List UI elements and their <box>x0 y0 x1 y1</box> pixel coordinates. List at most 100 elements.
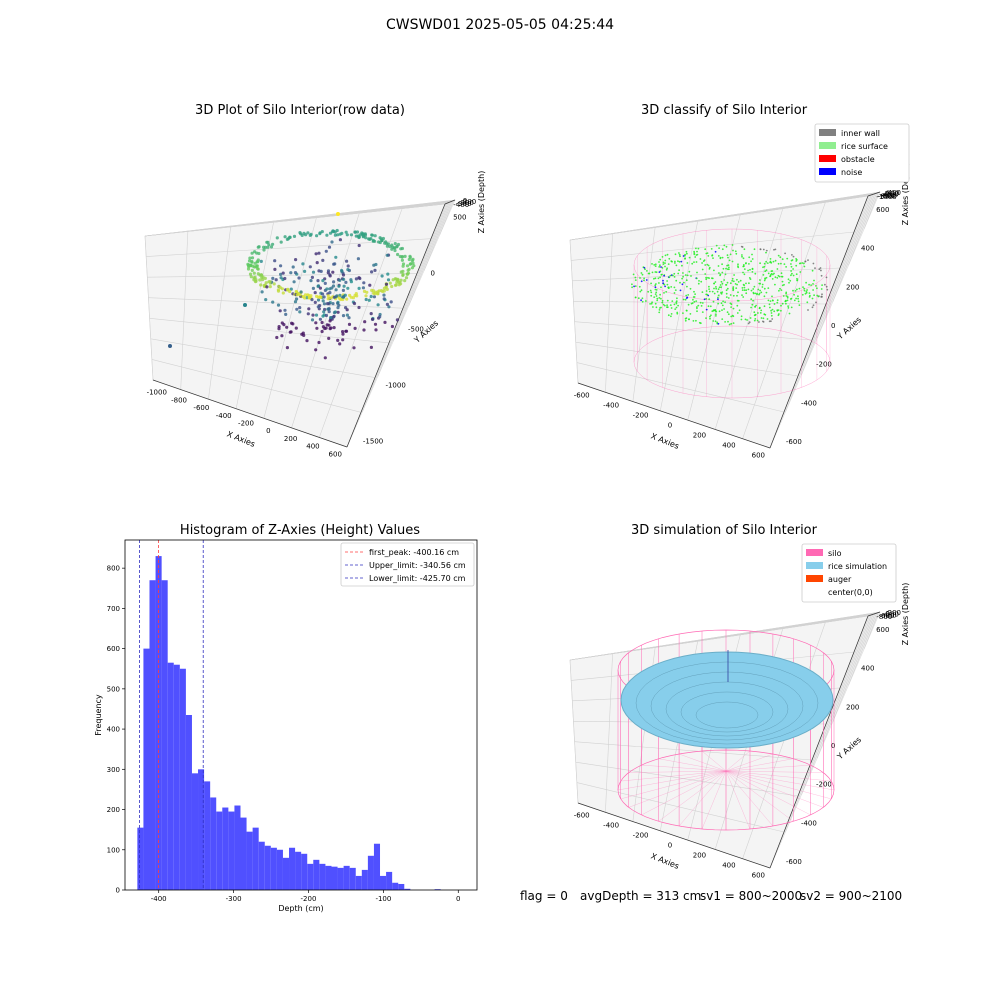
plot1-data-point <box>408 254 412 258</box>
plot2-data-point <box>765 260 767 263</box>
plot2-data-point <box>713 287 715 290</box>
plot2-data-point <box>770 309 772 312</box>
plot2-data-point <box>805 281 807 284</box>
plot1-data-point <box>263 276 267 280</box>
plot2-data-point <box>815 285 817 287</box>
plot2-data-point <box>641 300 644 303</box>
plot1-data-point <box>298 293 302 297</box>
plot2-data-point <box>781 280 784 283</box>
plot4-y-axis-line <box>769 615 869 869</box>
plot1-data-point <box>386 278 391 282</box>
plot1-data-point <box>248 263 252 267</box>
plot1-data-point <box>382 293 386 297</box>
plot2-data-point <box>753 248 756 251</box>
plot2-data-point <box>738 309 741 312</box>
plot2-data-point <box>658 271 661 273</box>
plot1-data-point <box>378 315 382 319</box>
plot1-data-point <box>259 283 263 287</box>
plot2-data-point <box>660 266 662 268</box>
plot2-data-point <box>675 301 678 304</box>
plot2-data-point <box>640 289 643 292</box>
plot2-data-point <box>736 312 739 314</box>
plot2-data-point <box>726 287 729 290</box>
plot2-data-point <box>767 299 770 302</box>
plot2-data-point <box>774 259 777 262</box>
plot1-z-axis-line <box>444 199 456 205</box>
plot2-data-point <box>808 292 811 294</box>
plot2-data-point <box>700 305 703 307</box>
plot2-data-point <box>731 277 734 280</box>
plot1-data-point <box>354 292 358 296</box>
plot2-data-point <box>816 287 818 290</box>
plot1-data-point <box>315 261 319 265</box>
plot1-data-point <box>352 301 357 306</box>
plot2-data-point <box>820 274 823 277</box>
plot2-data-point <box>643 277 645 280</box>
plot2-data-point <box>797 297 799 300</box>
plot4-z-tick-label: -800 <box>876 613 892 621</box>
plot2-y-tick-label: 200 <box>846 283 859 291</box>
plot2-data-point <box>704 273 707 275</box>
plot2-data-point <box>757 312 759 314</box>
plot2-x-tick-label: 0 <box>668 422 672 430</box>
plot2-data-point <box>790 263 792 265</box>
plot2-data-point <box>725 292 728 295</box>
plot2-data-point <box>661 273 663 276</box>
plot2-data-point <box>741 289 744 291</box>
plot1-data-point <box>356 257 360 261</box>
plot2-data-point <box>792 274 795 277</box>
plot2-data-point <box>681 277 683 280</box>
plot2-data-point <box>716 290 719 293</box>
histogram-bar <box>404 888 411 890</box>
histogram-bar <box>240 817 247 890</box>
plot1-data-point <box>248 272 253 276</box>
plot2-data-point <box>791 254 793 256</box>
plot2-data-point <box>664 254 667 257</box>
plot2-data-point <box>715 315 717 317</box>
plot4-rice-surface <box>620 651 834 749</box>
plot2-data-point <box>747 288 750 291</box>
plot2-data-point <box>701 262 703 264</box>
plot1-data-point <box>268 285 272 289</box>
plot2-data-point <box>758 321 760 323</box>
plot2-data-point <box>712 257 714 259</box>
plot2-data-point <box>732 294 735 297</box>
plot1-data-point <box>362 281 366 285</box>
plot1-data-point <box>328 273 332 277</box>
plot4-z-tick-label: -200 <box>883 611 899 619</box>
plot2-data-point <box>661 256 664 258</box>
plot4-silo-wire <box>725 758 794 772</box>
plot4-silo-wire <box>725 770 824 773</box>
plot1-data-point <box>314 321 318 325</box>
plot2-data-point <box>759 279 761 281</box>
plot1-data-point <box>347 316 351 320</box>
plot1-y-tick-label: -1000 <box>385 381 405 389</box>
plot1-data-point <box>273 267 277 271</box>
plot2-data-point <box>664 262 666 264</box>
plot1-data-point <box>295 293 299 297</box>
plot2-data-point <box>788 312 791 315</box>
histogram-bar <box>367 855 374 890</box>
plot2-data-point <box>763 265 766 268</box>
plot2-data-point <box>790 297 793 300</box>
plot1-data-point <box>368 283 372 287</box>
plot4-grid-line <box>574 741 813 761</box>
plot2-data-point <box>688 318 690 321</box>
plot4-y-tick-label: -200 <box>816 781 832 789</box>
plot1-data-point <box>301 262 305 266</box>
plot4-silo-wire <box>725 770 824 808</box>
plot2-data-point <box>806 289 808 291</box>
plot2-data-point <box>707 264 710 267</box>
plot1-data-point <box>271 276 275 280</box>
plot2-data-point <box>667 263 670 265</box>
plot2-data-point <box>697 282 700 285</box>
plot2-data-point <box>662 261 665 264</box>
plot1-data-point <box>271 300 275 304</box>
plot2-data-point <box>748 277 751 279</box>
histogram-bar <box>161 580 168 890</box>
plot1-data-point <box>368 237 372 241</box>
plot2-data-point <box>721 271 724 274</box>
histogram-bar <box>234 805 241 890</box>
plot2-data-point <box>815 301 817 304</box>
plot2-data-point <box>649 289 652 292</box>
